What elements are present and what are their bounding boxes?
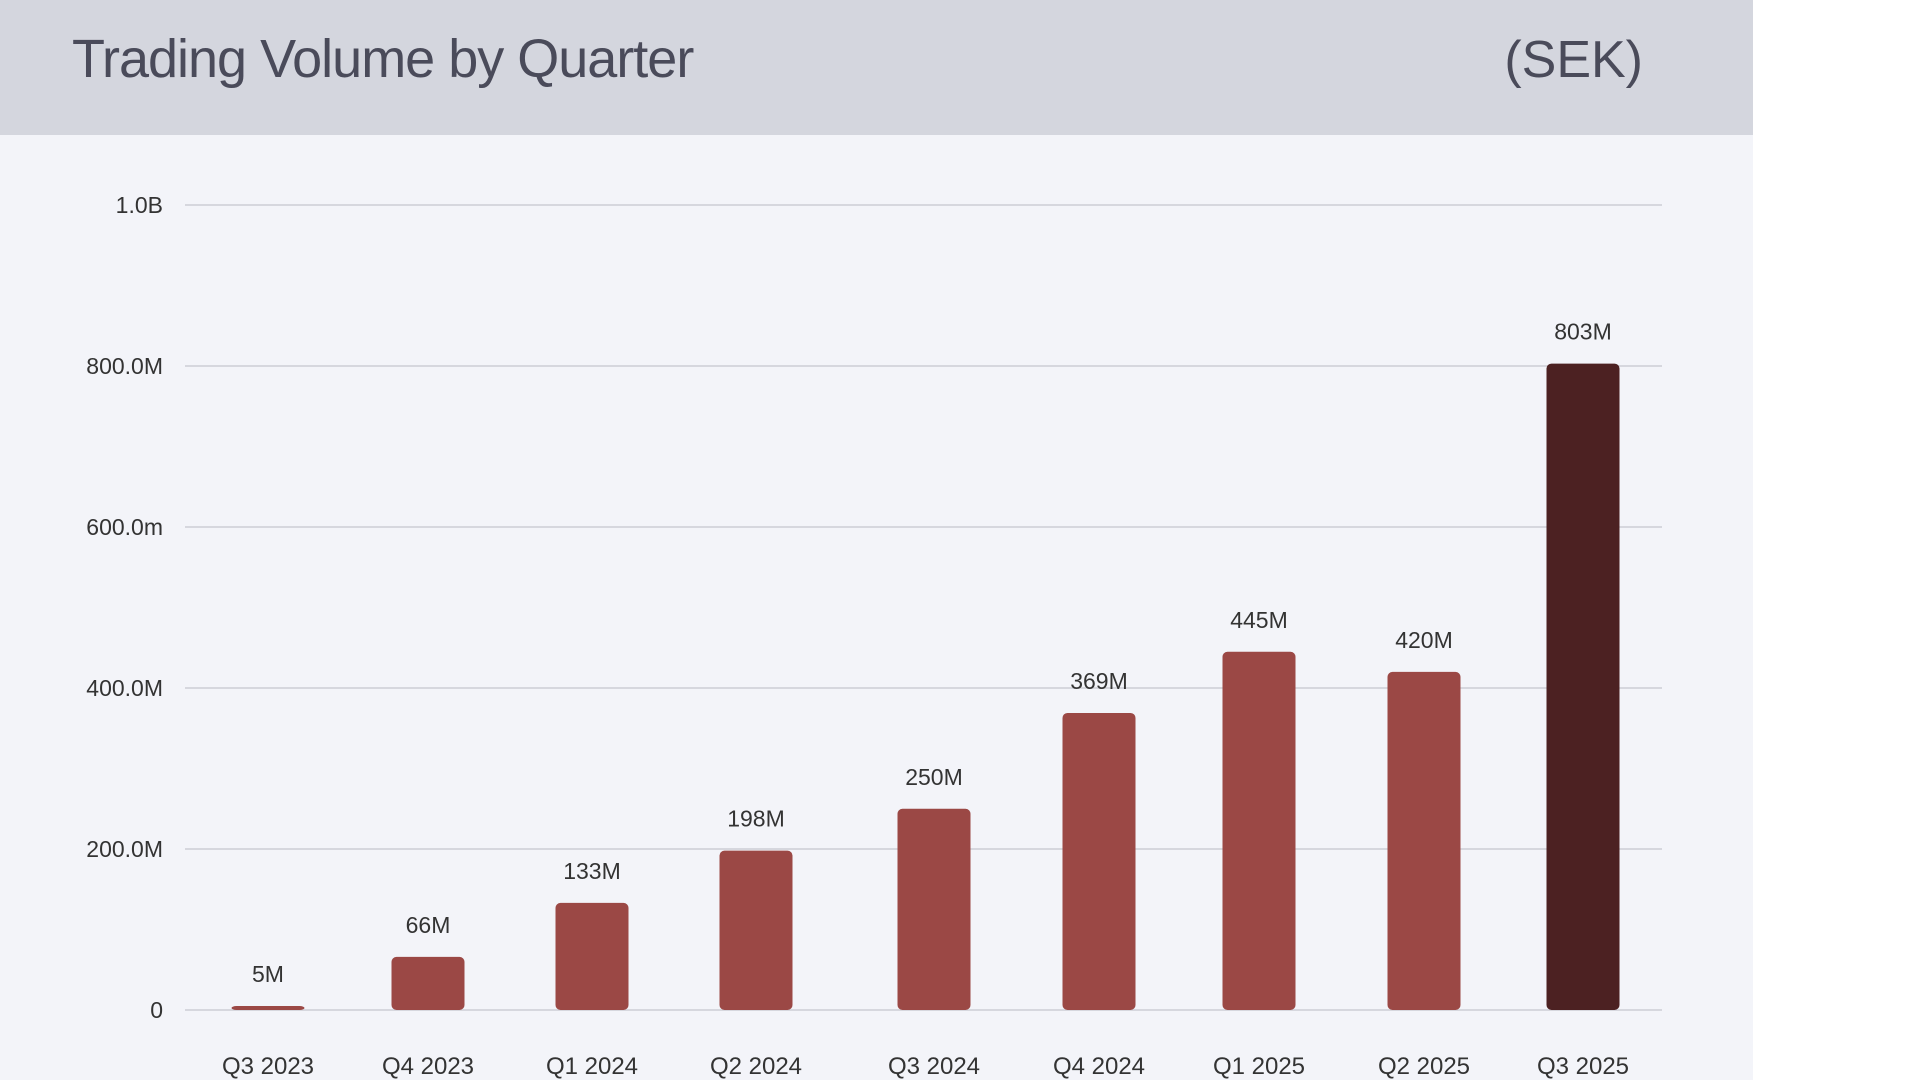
bar: [897, 808, 971, 1010]
y-tick-label: 200.0M: [86, 836, 163, 862]
chart-panel: Trading Volume by Quarter (SEK) 0 200.0M 4…: [0, 0, 1753, 1080]
bar: [391, 956, 465, 1010]
y-tick-label: 0: [150, 997, 163, 1023]
data-label: 803M: [1554, 319, 1612, 345]
chart-title: Trading Volume by Quarter: [72, 29, 694, 89]
bars: [231, 363, 1620, 1011]
x-axis-ticks: Q3 2023 Q4 2023 Q1 2024 Q2 2024 Q3 2024 Q4 20…: [222, 1053, 1629, 1080]
x-tick-label: Q1 2024: [546, 1053, 638, 1080]
x-tick-label: Q4 2024: [1053, 1053, 1145, 1080]
chart-header: Trading Volume by Quarter (SEK): [0, 0, 1753, 135]
bar: [1546, 363, 1620, 1011]
data-label: 445M: [1230, 607, 1288, 633]
bar: [555, 902, 629, 1010]
x-tick-label: Q2 2025: [1378, 1053, 1470, 1080]
data-label: 133M: [563, 858, 621, 884]
x-tick-label: Q3 2024: [888, 1053, 980, 1080]
x-tick-label: Q2 2024: [710, 1053, 802, 1080]
bar: [1062, 712, 1136, 1010]
bar-chart: 0 200.0M 400.0M 600.0m 800.0M 1.0B 5M 66M 133M 1…: [86, 192, 1662, 1080]
y-tick-label: 400.0M: [86, 675, 163, 701]
y-tick-label: 600.0m: [86, 514, 163, 540]
y-axis-ticks: 0 200.0M 400.0M 600.0m 800.0M 1.0B: [86, 192, 163, 1023]
data-label: 369M: [1070, 668, 1128, 694]
y-tick-label: 1.0B: [116, 192, 163, 218]
bar: [1222, 651, 1296, 1010]
data-label: 198M: [727, 806, 785, 832]
data-label: 66M: [406, 912, 451, 938]
bar: [231, 1005, 305, 1010]
x-tick-label: Q3 2023: [222, 1053, 314, 1080]
x-tick-label: Q1 2025: [1213, 1053, 1305, 1080]
bar: [1387, 671, 1461, 1010]
x-tick-label: Q3 2025: [1537, 1053, 1629, 1080]
currency-label: (SEK): [1504, 31, 1643, 89]
data-label: 5M: [252, 961, 284, 987]
data-labels: 5M 66M 133M 198M 250M 369M 445M 420M 803M: [252, 319, 1612, 987]
data-label: 420M: [1395, 627, 1453, 653]
data-label: 250M: [905, 764, 963, 790]
y-tick-label: 800.0M: [86, 353, 163, 379]
x-tick-label: Q4 2023: [382, 1053, 474, 1080]
bar: [719, 850, 793, 1010]
